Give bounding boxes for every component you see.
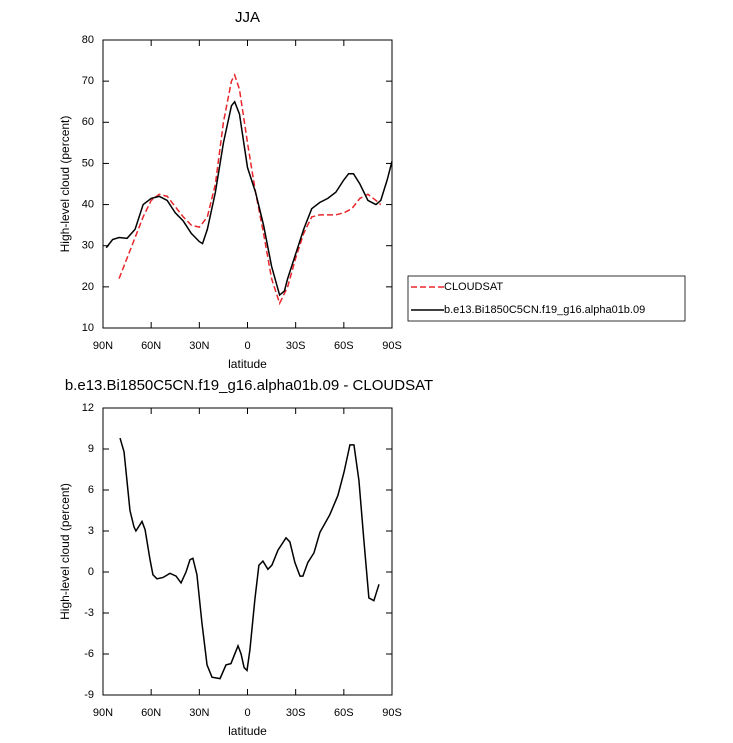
x-tick-label: 30N bbox=[189, 340, 209, 352]
y-tick-label: 3 bbox=[88, 525, 94, 537]
x-tick-label: 90N bbox=[93, 340, 113, 352]
x-tick-label: 90S bbox=[382, 707, 402, 719]
y-tick-label: 80 bbox=[82, 34, 94, 46]
data-line bbox=[119, 437, 380, 680]
data-line bbox=[118, 73, 382, 306]
y-tick-label: 70 bbox=[82, 75, 94, 87]
x-tick-label: 60S bbox=[334, 707, 354, 719]
legend-label: CLOUDSAT bbox=[444, 281, 503, 293]
y-tick-label: 6 bbox=[88, 484, 94, 496]
x-axis-label: latitude bbox=[228, 724, 267, 738]
y-tick-label: 30 bbox=[82, 240, 94, 252]
y-tick-label: 60 bbox=[82, 116, 94, 128]
legend-label: b.e13.Bi1850C5CN.f19_g16.alpha01b.09 bbox=[444, 304, 645, 316]
x-tick-label: 90S bbox=[382, 340, 402, 352]
y-axis-label: High-level cloud (percent) bbox=[58, 116, 72, 253]
legend-box bbox=[407, 275, 686, 322]
y-tick-label: 10 bbox=[82, 322, 94, 334]
y-tick-label: 0 bbox=[88, 566, 94, 578]
chart-title: JJA bbox=[235, 9, 260, 26]
x-tick-label: 30S bbox=[286, 707, 306, 719]
y-tick-label: 20 bbox=[82, 281, 94, 293]
plot-frame bbox=[102, 39, 393, 329]
x-tick-label: 30S bbox=[286, 340, 306, 352]
x-tick-label: 60N bbox=[141, 340, 161, 352]
x-tick-label: 30N bbox=[189, 707, 209, 719]
y-tick-label: 40 bbox=[82, 198, 94, 210]
y-tick-label: 12 bbox=[82, 402, 94, 414]
x-tick-label: 0 bbox=[244, 340, 250, 352]
y-tick-label: -3 bbox=[84, 607, 94, 619]
y-tick-label: -6 bbox=[84, 648, 94, 660]
x-axis-label: latitude bbox=[228, 357, 267, 371]
chart-title: b.e13.Bi1850C5CN.f19_g16.alpha01b.09 - C… bbox=[65, 377, 433, 394]
y-tick-label: -9 bbox=[84, 689, 94, 701]
y-axis-label: High-level cloud (percent) bbox=[58, 483, 72, 620]
y-tick-label: 50 bbox=[82, 157, 94, 169]
y-tick-label: 9 bbox=[88, 443, 94, 455]
x-tick-label: 0 bbox=[244, 707, 250, 719]
x-tick-label: 90N bbox=[93, 707, 113, 719]
x-tick-label: 60S bbox=[334, 340, 354, 352]
x-tick-label: 60N bbox=[141, 707, 161, 719]
data-line bbox=[105, 100, 393, 297]
